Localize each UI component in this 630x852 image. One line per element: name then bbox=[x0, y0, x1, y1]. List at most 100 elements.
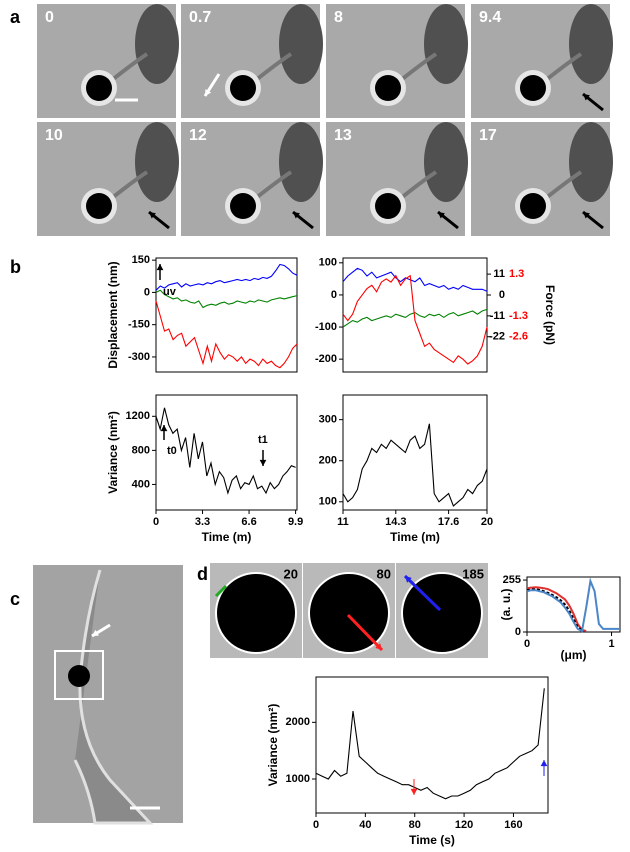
bead bbox=[68, 665, 90, 687]
y-axis-label: (a. u.) bbox=[499, 588, 513, 620]
y-axis-label: Displacement (nm) bbox=[106, 261, 120, 368]
bead bbox=[375, 75, 401, 101]
data-line bbox=[155, 289, 298, 309]
x-tick-label: 160 bbox=[504, 819, 522, 831]
x-axis-label: Time (m) bbox=[202, 530, 252, 544]
timestamp: 10 bbox=[45, 127, 63, 144]
cell-body bbox=[135, 122, 179, 202]
arrow-head bbox=[438, 212, 445, 219]
plot-frame bbox=[155, 257, 298, 373]
arrow-head bbox=[410, 788, 418, 795]
data-line bbox=[155, 407, 296, 495]
arrow-head bbox=[583, 212, 590, 219]
timestamp: 0 bbox=[45, 9, 54, 26]
x-axis-label: Time (s) bbox=[409, 833, 455, 847]
x-tick-label: 3.3 bbox=[195, 516, 210, 528]
x-tick-label: 1 bbox=[608, 638, 614, 650]
data-line bbox=[526, 588, 583, 632]
arrow-head bbox=[149, 212, 156, 219]
bead bbox=[86, 75, 112, 101]
y-tick-label: 0 bbox=[515, 626, 521, 638]
x-tick-label: 40 bbox=[359, 819, 371, 831]
frame-label: 185 bbox=[462, 566, 484, 581]
panel-label: d bbox=[197, 564, 208, 584]
y-tick-label: 255 bbox=[503, 574, 521, 586]
arrow-head bbox=[160, 425, 168, 432]
y-tick-label: 0 bbox=[144, 286, 150, 298]
x-tick-label: 0 bbox=[313, 819, 319, 831]
x-tick-label: 120 bbox=[455, 819, 473, 831]
panel-label: c bbox=[10, 589, 20, 609]
force-tick-label: 1.3 bbox=[509, 268, 524, 280]
bead bbox=[230, 75, 256, 101]
y-tick-label: -300 bbox=[128, 351, 150, 363]
panel-label: a bbox=[10, 7, 21, 27]
y2-tick-label: 11 bbox=[493, 268, 505, 280]
arrow-head bbox=[405, 576, 412, 583]
inset-box bbox=[54, 650, 104, 700]
annotation: t0 bbox=[167, 445, 177, 457]
plot-frame bbox=[526, 576, 621, 633]
y-tick-label: 1000 bbox=[286, 773, 310, 785]
bead bbox=[375, 193, 401, 219]
y-tick-label: -150 bbox=[128, 319, 150, 331]
y-tick-label: 150 bbox=[132, 254, 150, 266]
y-tick-label: -100 bbox=[315, 321, 337, 333]
timestamp: 17 bbox=[479, 127, 497, 144]
arrow-head bbox=[375, 643, 382, 650]
cell-body bbox=[424, 122, 468, 202]
x-tick-label: 0 bbox=[524, 638, 530, 650]
arrow-shaft bbox=[403, 574, 442, 612]
arrow-head bbox=[156, 264, 164, 271]
y-axis-label: Variance (nm²) bbox=[106, 411, 120, 494]
annotation: uv bbox=[163, 286, 177, 298]
data-line bbox=[342, 308, 488, 328]
y-tick-label: 800 bbox=[132, 444, 150, 456]
frame-label: 80 bbox=[377, 566, 391, 581]
panel-label: b bbox=[10, 257, 21, 277]
x-axis-label: Time (m) bbox=[390, 530, 440, 544]
force-tick-label: -1.3 bbox=[509, 310, 528, 322]
bead bbox=[520, 193, 546, 219]
data-line bbox=[342, 423, 488, 507]
x-tick-label: 14.3 bbox=[385, 516, 406, 528]
y-tick-label: 400 bbox=[132, 478, 150, 490]
data-line bbox=[315, 688, 545, 800]
timestamp: 12 bbox=[189, 127, 207, 144]
y-tick-label: 100 bbox=[319, 257, 337, 269]
timestamp: 8 bbox=[334, 9, 343, 26]
cell-body bbox=[279, 122, 323, 202]
plot-frame bbox=[315, 676, 549, 814]
cell-body bbox=[569, 4, 613, 84]
frame-label: 20 bbox=[284, 566, 298, 581]
x-tick-label: 0 bbox=[153, 516, 159, 528]
plot-frame bbox=[155, 394, 298, 511]
cell-body bbox=[424, 4, 468, 84]
data-line bbox=[526, 586, 587, 632]
data-line bbox=[526, 577, 620, 633]
y-tick-label: 300 bbox=[319, 414, 337, 426]
x-tick-label: 9.9 bbox=[288, 516, 303, 528]
x-tick-label: 80 bbox=[409, 819, 421, 831]
arrow-head bbox=[540, 760, 548, 767]
x-tick-label: 6.6 bbox=[241, 516, 256, 528]
plot-frame bbox=[342, 394, 488, 511]
y2-tick-label: -11 bbox=[490, 310, 505, 322]
cell-body bbox=[135, 4, 179, 84]
bead bbox=[520, 75, 546, 101]
force-tick-label: -2.6 bbox=[509, 331, 528, 343]
y2-axis-label: Force (pN) bbox=[543, 285, 557, 345]
arrow-head bbox=[259, 459, 267, 466]
arrow-head bbox=[583, 94, 590, 101]
y2-tick-label: -22 bbox=[489, 331, 505, 343]
timestamp: 9.4 bbox=[479, 9, 501, 26]
y-tick-label: 100 bbox=[319, 496, 337, 508]
y-tick-label: 0 bbox=[331, 289, 337, 301]
y-tick-label: 1200 bbox=[126, 410, 150, 422]
timestamp: 0.7 bbox=[189, 9, 211, 26]
arrow-head bbox=[205, 89, 212, 96]
arrow bbox=[214, 584, 228, 598]
y2-tick-label: 0 bbox=[499, 289, 505, 301]
bead bbox=[86, 193, 112, 219]
